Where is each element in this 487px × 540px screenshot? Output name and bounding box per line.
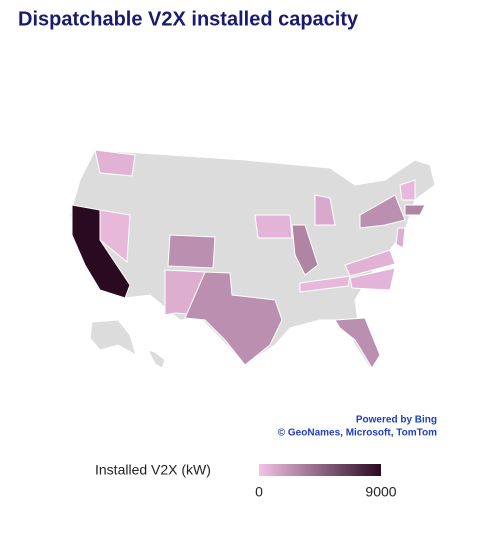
region	[395, 227, 406, 249]
legend-title: Installed V2X (kW)	[95, 462, 211, 478]
base-map	[69, 149, 436, 369]
mainland	[69, 149, 436, 369]
region	[94, 149, 136, 177]
region	[99, 209, 131, 264]
region	[334, 317, 381, 369]
region	[399, 179, 416, 201]
alaska	[89, 319, 137, 357]
legend-min: 0	[255, 484, 263, 500]
region	[291, 224, 319, 276]
region	[344, 249, 396, 277]
attribution-sources: © GeoNames, Microsoft, TomTom	[278, 428, 437, 439]
region	[184, 271, 283, 366]
region	[167, 234, 216, 269]
region	[404, 204, 426, 216]
region	[359, 194, 406, 229]
region	[314, 194, 336, 226]
region	[349, 267, 396, 291]
hawaii	[147, 349, 166, 369]
legend-max: 9000	[365, 484, 396, 500]
attribution-provider: Powered by Bing	[356, 415, 437, 426]
region	[254, 214, 293, 239]
legend-gradient	[259, 464, 381, 476]
title: Dispatchable V2X installed capacity	[18, 8, 359, 30]
region	[299, 275, 351, 293]
